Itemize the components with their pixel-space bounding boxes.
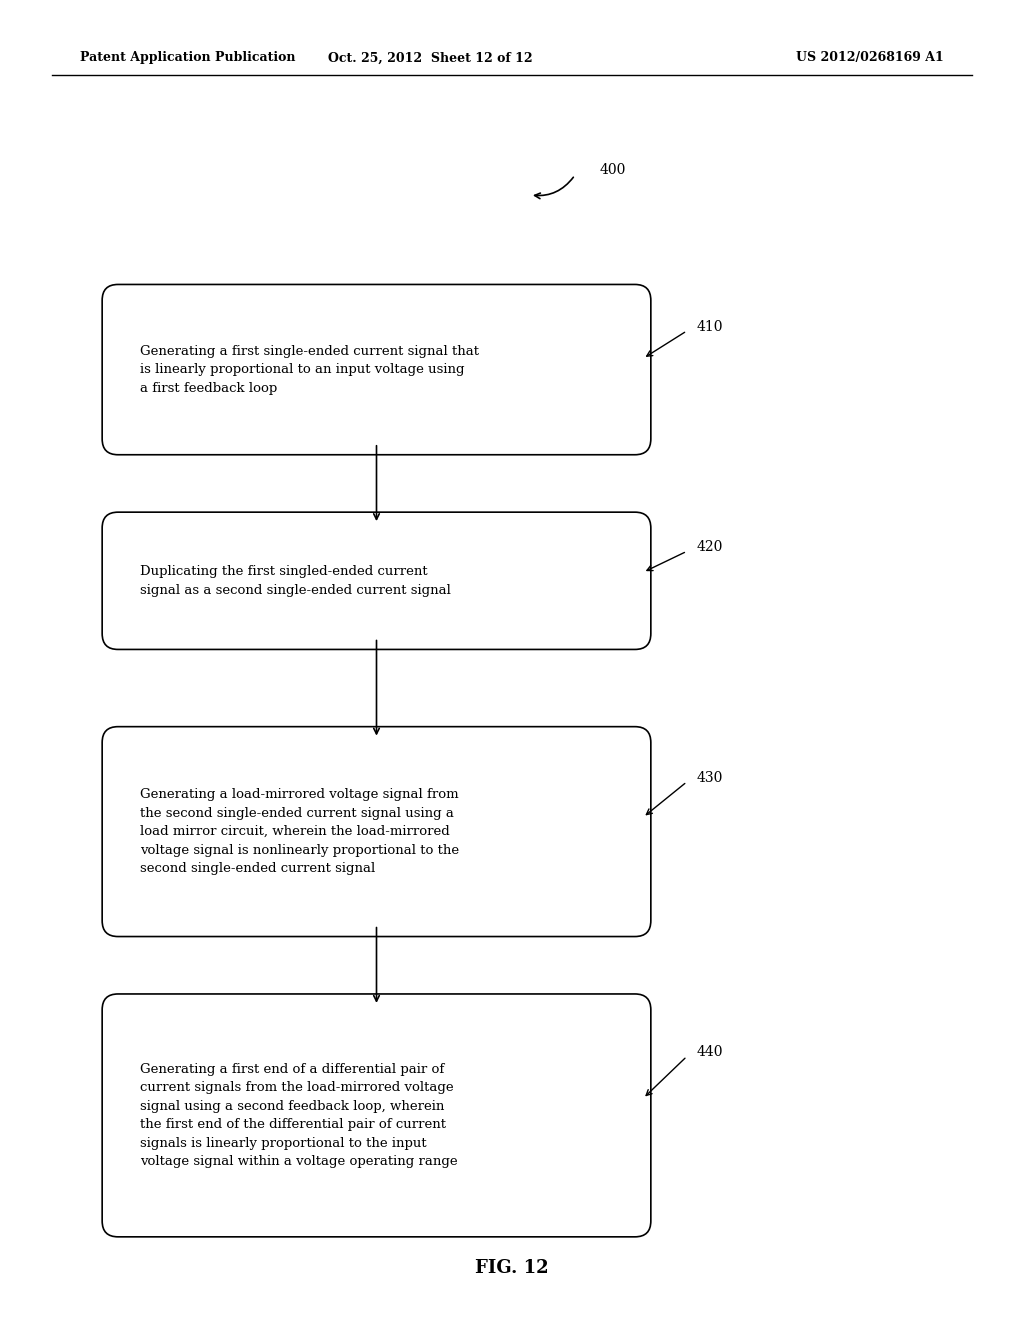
Text: Generating a load-mirrored voltage signal from
the second single-ended current s: Generating a load-mirrored voltage signa… — [140, 788, 459, 875]
Text: Patent Application Publication: Patent Application Publication — [80, 51, 296, 65]
Text: 420: 420 — [697, 540, 723, 554]
Text: Generating a first single-ended current signal that
is linearly proportional to : Generating a first single-ended current … — [140, 345, 479, 395]
Text: 400: 400 — [600, 162, 627, 177]
Text: Duplicating the first singled-ended current
signal as a second single-ended curr: Duplicating the first singled-ended curr… — [140, 565, 451, 597]
Text: FIG. 12: FIG. 12 — [475, 1259, 549, 1276]
Text: 440: 440 — [697, 1045, 724, 1059]
Text: 430: 430 — [697, 771, 723, 784]
FancyBboxPatch shape — [102, 726, 651, 937]
FancyBboxPatch shape — [102, 994, 651, 1237]
Text: Generating a first end of a differential pair of
current signals from the load-m: Generating a first end of a differential… — [140, 1063, 458, 1168]
FancyBboxPatch shape — [102, 512, 651, 649]
Text: US 2012/0268169 A1: US 2012/0268169 A1 — [797, 51, 944, 65]
FancyBboxPatch shape — [102, 285, 651, 454]
Text: Oct. 25, 2012  Sheet 12 of 12: Oct. 25, 2012 Sheet 12 of 12 — [328, 51, 532, 65]
Text: 410: 410 — [697, 319, 724, 334]
